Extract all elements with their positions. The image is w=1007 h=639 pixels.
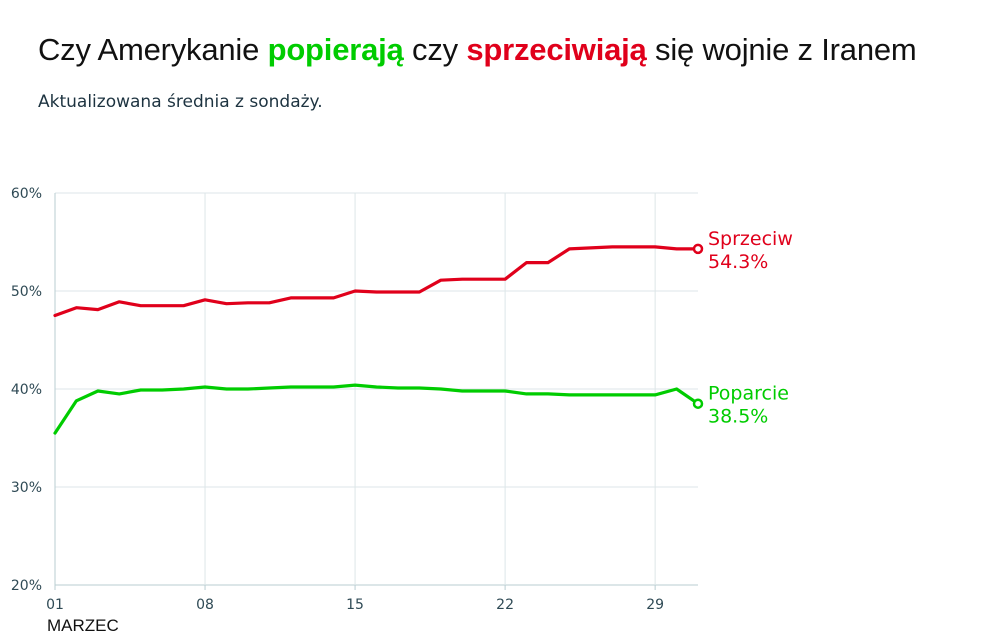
title-support-word: popierają — [267, 32, 404, 67]
y-tick-label: 60% — [11, 186, 42, 202]
title-part-2: czy — [403, 32, 467, 67]
x-tick-label: 08 — [196, 597, 214, 613]
series-line-poparcie — [53, 383, 700, 435]
series-value-label-poparcie: 38.5% — [708, 406, 768, 428]
x-axis-month-label: MARZEC — [47, 616, 119, 635]
chart-title: Czy Amerykanie popierają czy sprzeciwiaj… — [38, 32, 917, 68]
x-tick-label: 29 — [646, 597, 664, 613]
x-tick-label: 01 — [46, 597, 64, 613]
y-tick-label: 50% — [11, 284, 42, 300]
series-end-marker-poparcie — [692, 398, 704, 409]
series-end-marker-sprzeciw — [692, 243, 704, 255]
title-part-1: Czy Amerykanie — [38, 32, 268, 67]
series-label-sprzeciw: Sprzeciw — [708, 228, 793, 250]
title-oppose-word: sprzeciwiają — [466, 32, 647, 67]
title-part-3: się wojnie z Iranem — [646, 32, 917, 67]
y-tick-label: 20% — [11, 578, 42, 594]
y-tick-label: 40% — [11, 382, 42, 398]
series-line-sprzeciw — [53, 245, 700, 318]
y-tick-label: 30% — [11, 480, 42, 496]
series-value-label-sprzeciw: 54.3% — [708, 251, 768, 273]
x-tick-label: 22 — [496, 597, 514, 613]
series-label-poparcie: Poparcie — [708, 383, 789, 405]
chart-subtitle: Aktualizowana średnia z sondaży. — [38, 92, 323, 112]
x-tick-label: 15 — [346, 597, 364, 613]
